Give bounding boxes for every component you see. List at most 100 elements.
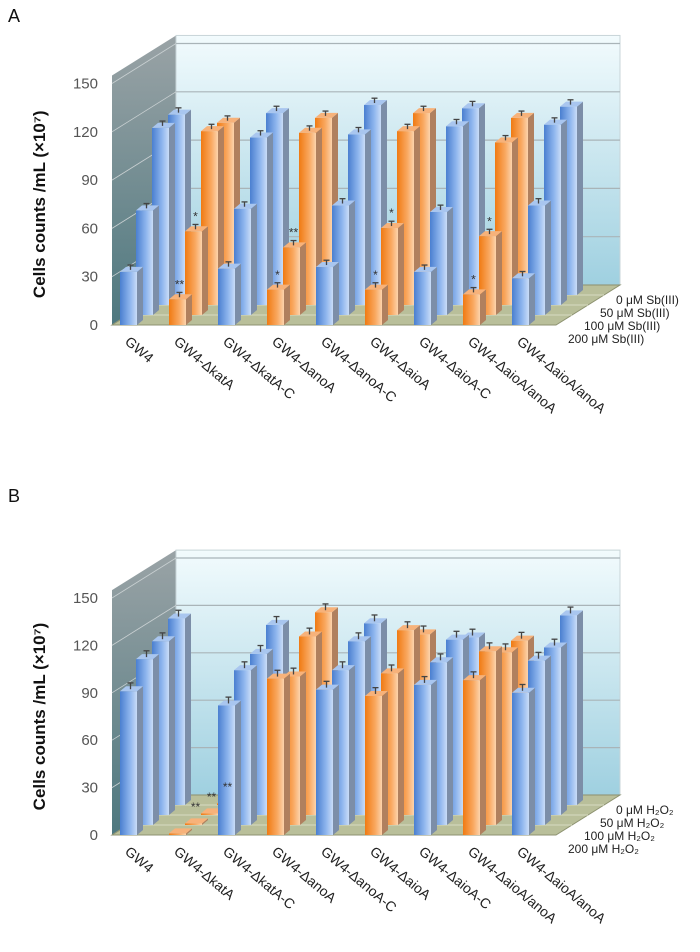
- y-tick-label: 150: [73, 76, 98, 93]
- bar-side: [137, 266, 143, 325]
- y-axis-label: Cells counts /mL (×10⁷): [30, 110, 49, 298]
- bar-front: [414, 271, 431, 325]
- bar-side: [431, 679, 437, 835]
- bar: [267, 669, 290, 835]
- bar-side: [235, 700, 241, 835]
- bar-top: [136, 654, 159, 660]
- bar: [463, 671, 486, 835]
- bar-side: [235, 263, 241, 325]
- bar-top: [217, 117, 240, 123]
- bar-top: [381, 668, 404, 674]
- bar-top: [528, 200, 551, 206]
- bar-top: [266, 108, 289, 114]
- bar-side: [545, 200, 551, 315]
- bar-top: [512, 687, 535, 693]
- x-tick-label: GW4-ΔaioA/anoA: [465, 843, 560, 927]
- bar-side: [333, 684, 339, 835]
- bar-top: [299, 127, 322, 133]
- gridline-side: [111, 557, 177, 599]
- bar-side: [300, 671, 306, 825]
- bar-top: [479, 231, 502, 237]
- bar-side: [300, 242, 306, 315]
- bar-front: [365, 289, 382, 325]
- bar-front: [169, 833, 186, 835]
- bar-top: [169, 828, 192, 834]
- bar-top: [316, 262, 339, 268]
- bar-top: [168, 109, 191, 115]
- bar-top: [446, 121, 469, 127]
- y-tick-label: 30: [81, 269, 98, 286]
- y-tick-label: 0: [90, 317, 98, 334]
- bar-side: [251, 203, 257, 315]
- significance-marker: *: [193, 209, 198, 223]
- bar-side: [398, 223, 404, 315]
- bar-top: [267, 673, 290, 679]
- bar-top: [462, 103, 485, 109]
- gridline-side: [111, 43, 177, 84]
- bar-top: [512, 273, 535, 279]
- bar-front: [185, 231, 202, 315]
- bar-side: [414, 126, 420, 306]
- bar-front: [218, 268, 235, 325]
- bar-top: [201, 126, 224, 132]
- legend-label: 0 μM H₂O₂: [616, 803, 674, 817]
- bar-top: [332, 200, 355, 206]
- bar-side: [267, 132, 273, 305]
- bar-front: [512, 278, 529, 325]
- bar: [120, 264, 143, 325]
- bar-top: [364, 618, 387, 624]
- bar: [169, 291, 192, 325]
- significance-marker: **: [207, 790, 217, 804]
- bar-side: [349, 665, 355, 825]
- bar-side: [480, 289, 486, 325]
- bar-top: [283, 242, 306, 248]
- bar-side: [480, 675, 486, 835]
- bar-top: [348, 636, 371, 642]
- legend-label: 0 μM Sb(III): [616, 293, 679, 307]
- bar-side: [561, 642, 567, 815]
- bar-side: [169, 636, 175, 815]
- x-tick-label: GW4-ΔaioA/anoA: [465, 333, 560, 417]
- bar-front: [267, 289, 284, 325]
- significance-marker: *: [373, 268, 378, 282]
- bar-top: [120, 266, 143, 272]
- bar-top: [185, 818, 208, 824]
- bar-side: [316, 127, 322, 305]
- bar-top: [267, 284, 290, 290]
- bar-top: [397, 126, 420, 132]
- bar-front: [463, 680, 480, 835]
- bar-side: [202, 818, 208, 825]
- bar-front: [267, 678, 284, 835]
- y-tick-label: 90: [81, 685, 98, 702]
- bar-side: [284, 284, 290, 325]
- bar-side: [577, 610, 583, 805]
- gridline-side: [111, 605, 177, 646]
- bar: [316, 680, 339, 835]
- bar: [218, 261, 241, 325]
- bar: [218, 696, 241, 835]
- bar-top: [414, 679, 437, 685]
- bar-top: [234, 665, 257, 671]
- bar-top: [348, 129, 371, 135]
- bar-top: [332, 665, 355, 671]
- bar-top: [152, 122, 175, 128]
- bar-top: [315, 112, 338, 118]
- bar-top: [560, 101, 583, 107]
- significance-marker: **: [175, 277, 185, 291]
- bar-top: [381, 223, 404, 229]
- bar-top: [168, 613, 191, 619]
- bar-side: [251, 665, 257, 825]
- bar-front: [185, 823, 202, 825]
- bar-top: [364, 100, 387, 106]
- bar-front: [463, 294, 480, 325]
- bar-side: [153, 205, 159, 315]
- bar-top: [218, 263, 241, 269]
- bar-side: [496, 231, 502, 315]
- legend-label: 50 μM H₂O₂: [600, 816, 665, 830]
- bar-front: [512, 692, 529, 835]
- bar-top: [169, 294, 192, 300]
- bar: [414, 675, 437, 835]
- bar: [185, 818, 208, 825]
- bar-side: [512, 137, 518, 305]
